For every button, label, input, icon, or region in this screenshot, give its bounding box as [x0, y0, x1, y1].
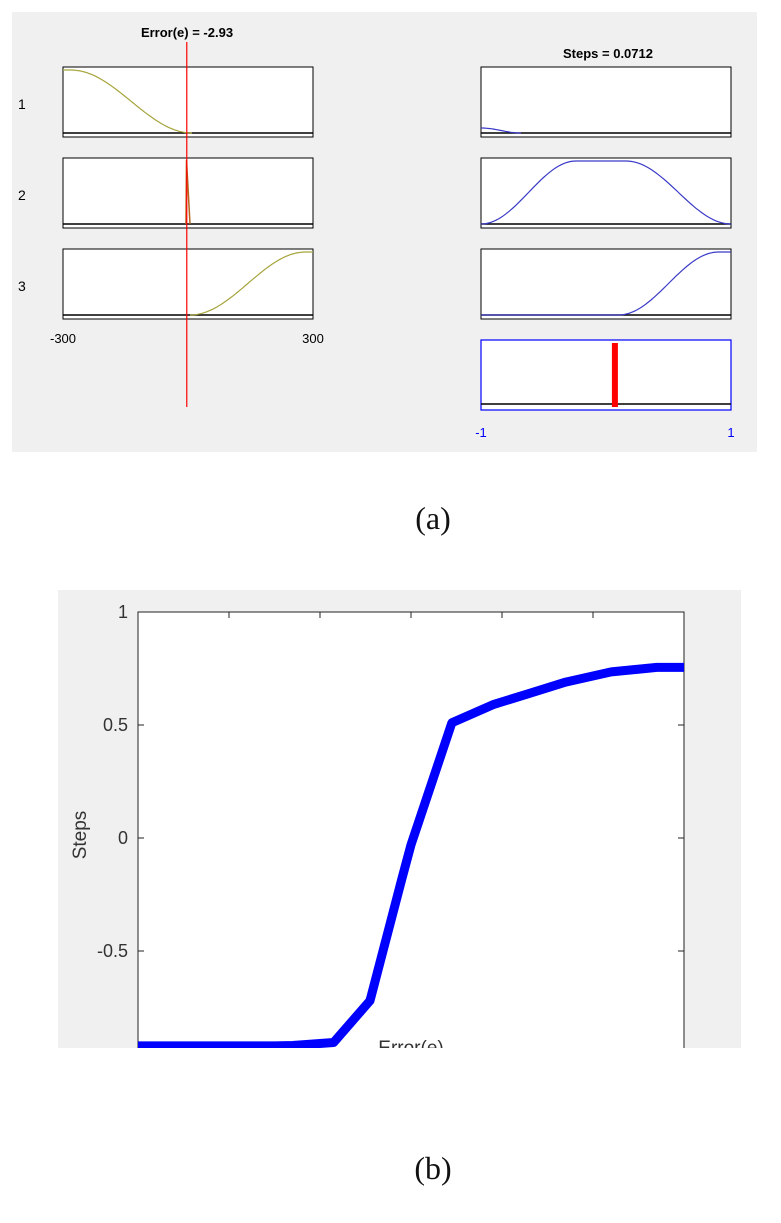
output-mf-curve-1 [481, 127, 521, 134]
aggregate-output-box[interactable] [480, 339, 732, 411]
control-curve [138, 662, 684, 1051]
y-tick-label: -0.5 [97, 941, 128, 961]
output-axis-min: -1 [475, 425, 487, 440]
output-header: Steps = 0.0712 [563, 46, 653, 61]
output-mf-box-2[interactable] [480, 157, 732, 229]
output-mf-box-3[interactable] [480, 248, 732, 320]
y-tick-label: 0.5 [103, 715, 128, 735]
caption-b: (b) [414, 1150, 452, 1186]
rule-number-3: 3 [18, 278, 26, 294]
y-tick-label: 0 [118, 828, 128, 848]
control-surface-panel: -300-200-1000100200300-1-0.500.51 Error(… [58, 590, 741, 1095]
output-mf-curve-2 [480, 160, 732, 225]
input-mf-box-1[interactable] [62, 66, 314, 138]
input-mf-box-2[interactable] [62, 157, 314, 229]
input-axis-max: 300 [302, 331, 324, 346]
rule-viewer-svg: Error(e) = -2.93 Steps = 0.0712 1 2 3 -3… [18, 25, 735, 440]
output-mf-box-1[interactable] [480, 66, 732, 138]
output-mf-curve-3 [481, 251, 731, 316]
input-mf-box-3[interactable] [62, 248, 314, 320]
input-mf-curve-1 [63, 69, 192, 134]
input-header: Error(e) = -2.93 [141, 25, 233, 40]
y-axis-label: Steps [70, 811, 91, 860]
x-axis-label: Error(e) [378, 1038, 443, 1048]
input-mf-curve-3 [190, 251, 313, 316]
defuzzified-output-marker[interactable] [611, 343, 618, 407]
input-axis-min: -300 [50, 331, 76, 346]
rule-number-1: 1 [18, 96, 26, 112]
control-surface-svg: -300-200-1000100200300-1-0.500.51 Error(… [70, 602, 699, 1095]
fuzzy-rule-viewer-panel: Error(e) = -2.93 Steps = 0.0712 1 2 3 -3… [12, 12, 757, 452]
output-axis-max: 1 [727, 425, 734, 440]
rule-number-2: 2 [18, 187, 26, 203]
y-tick-label: 1 [118, 602, 128, 622]
caption-a: (a) [415, 500, 451, 536]
